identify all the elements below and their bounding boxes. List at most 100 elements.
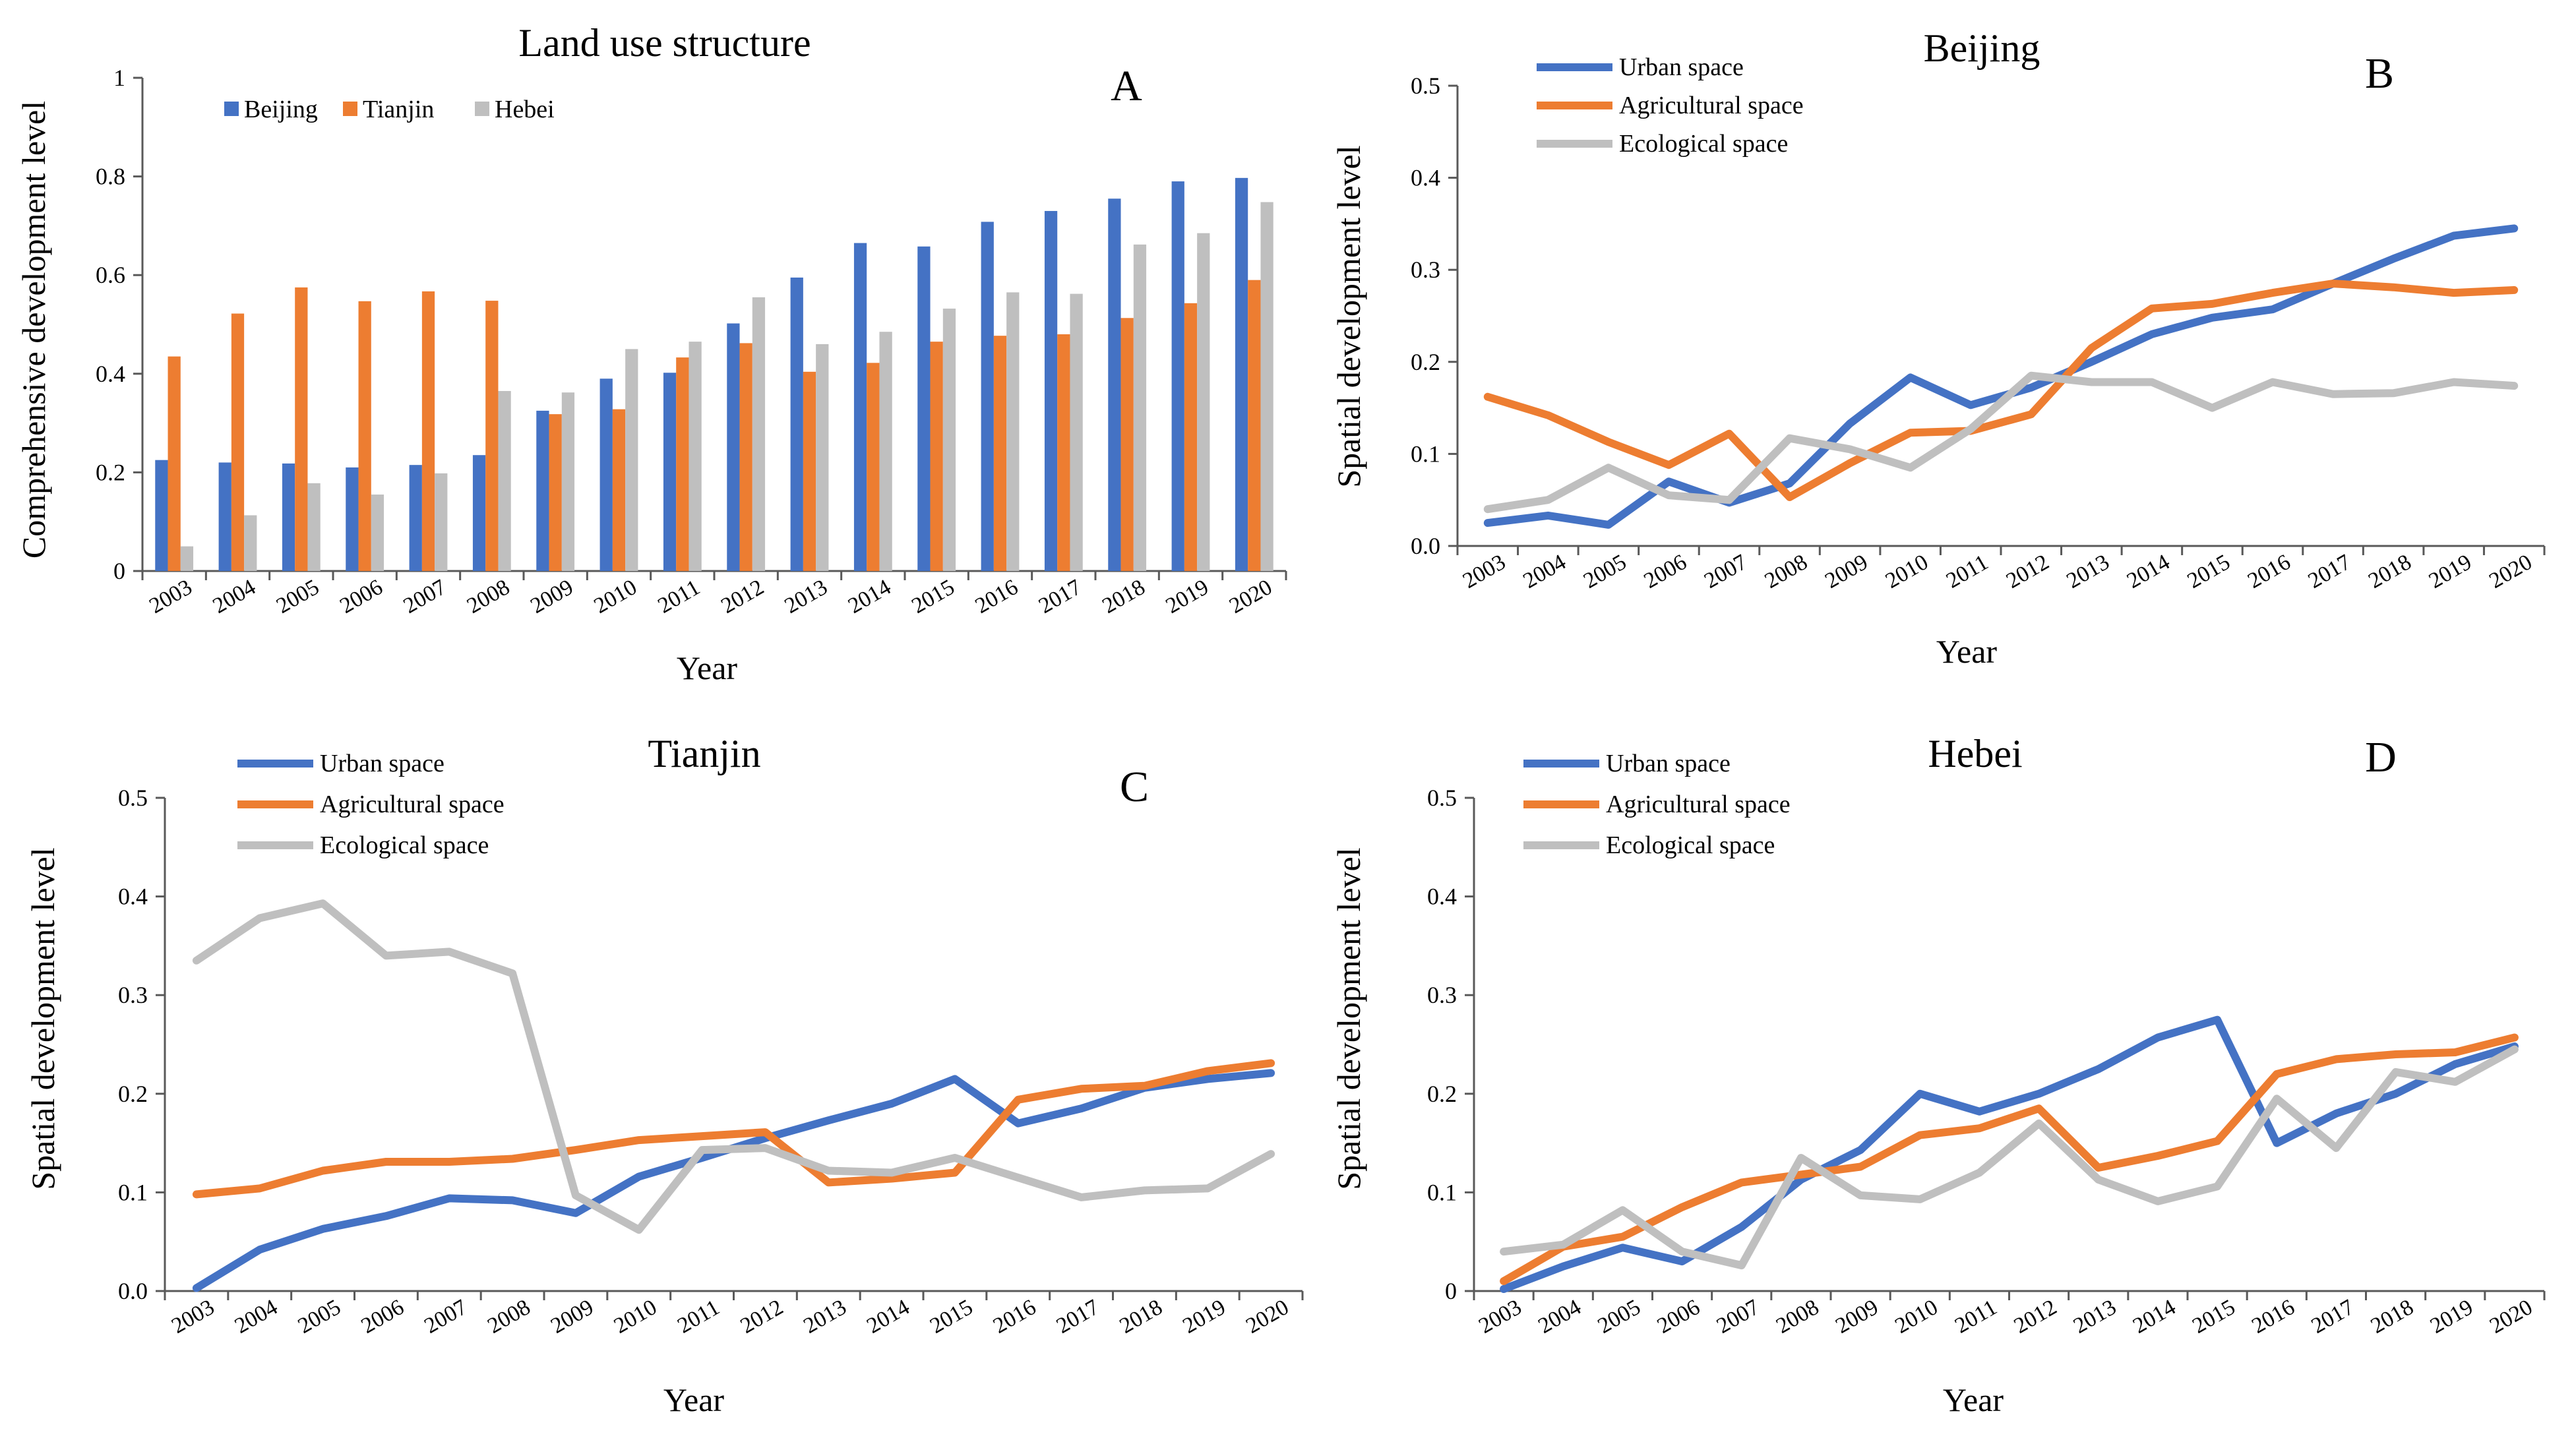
data-point-urban-space-2015 (2216, 1019, 2219, 1021)
legend-label: Agricultural space (1606, 791, 1791, 818)
x-tick-label: 2011 (673, 1295, 723, 1338)
data-point-agricultural-space-2020 (1270, 1062, 1272, 1064)
data-point-ecological-space-2015 (954, 1157, 956, 1159)
data-point-ecological-space-2003 (195, 959, 198, 962)
data-point-urban-space-2003 (1487, 522, 1489, 524)
x-tick-label: 2009 (526, 575, 577, 618)
data-point-ecological-space-2017 (2335, 1147, 2337, 1149)
data-point-ecological-space-2011 (1978, 1171, 1980, 1174)
data-point-urban-space-2012 (2038, 1093, 2040, 1095)
data-point-agricultural-space-2018 (2395, 1053, 2397, 1056)
bar-tianjin-2008 (485, 301, 499, 571)
data-point-agricultural-space-2017 (2335, 1058, 2337, 1060)
data-point-ecological-space-2005 (1621, 1209, 1624, 1211)
x-tick-label: 2008 (483, 1295, 534, 1339)
bar-hebei-2007 (435, 473, 448, 571)
panel-c: Tianjin C 0.0 0.1 0.2 0.3 0.4 0.5 2003 2004 2005 20… (24, 732, 1304, 1418)
data-point-ecological-space-2005 (322, 902, 324, 905)
data-point-urban-space-2008 (1789, 482, 1791, 485)
x-tick-label: 2014 (844, 575, 895, 618)
bar-tianjin-2016 (993, 336, 1007, 571)
data-point-agricultural-space-2019 (2453, 291, 2455, 294)
data-point-ecological-space-2012 (764, 1147, 766, 1149)
x-tick-label: 2003 (168, 1295, 218, 1339)
data-point-agricultural-space-2016 (2275, 1073, 2278, 1075)
x-tick-label: 2010 (590, 575, 641, 618)
bar-hebei-2011 (689, 342, 702, 571)
legend-label: Urban space (320, 750, 445, 777)
data-point-agricultural-space-2008 (1800, 1173, 1802, 1176)
data-point-ecological-space-2017 (1080, 1196, 1083, 1199)
data-point-urban-space-2003 (195, 1287, 198, 1290)
data-point-urban-space-2010 (1918, 1093, 1921, 1095)
data-point-urban-space-2009 (574, 1212, 577, 1215)
x-tick-label: 2010 (1882, 550, 1932, 593)
legend-label: Ecological space (1619, 130, 1788, 158)
x-tick-label: 2016 (989, 1295, 1040, 1339)
data-point-ecological-space-2013 (827, 1169, 830, 1172)
data-point-ecological-space-2020 (1270, 1153, 1272, 1155)
y-tick-label: 0.3 (1411, 256, 1440, 283)
legend-swatch (475, 102, 489, 116)
y-tick-label: 0.2 (1411, 349, 1440, 375)
x-tick-label: 2006 (1640, 550, 1690, 593)
x-tick-label: 2018 (2367, 1295, 2418, 1339)
data-point-urban-space-2009 (1849, 422, 1851, 425)
legend-label: Beijing (244, 96, 318, 123)
data-point-agricultural-space-2015 (954, 1171, 956, 1174)
data-point-ecological-space-2004 (1547, 498, 1549, 501)
data-point-agricultural-space-2014 (890, 1177, 893, 1180)
data-point-ecological-space-2020 (2513, 384, 2515, 387)
data-point-agricultural-space-2018 (1143, 1085, 1146, 1087)
x-tick-label: 2020 (1242, 1295, 1293, 1339)
y-tick-label: 0.4 (118, 884, 148, 910)
data-point-agricultural-space-2014 (2157, 1155, 2159, 1157)
bar-hebei-2014 (879, 332, 892, 571)
data-point-agricultural-space-2010 (1909, 431, 1912, 434)
series-line-urban-space (1500, 1015, 2519, 1293)
bar-beijing-2007 (409, 465, 422, 571)
data-point-agricultural-space-2016 (2271, 291, 2274, 294)
x-tick-label: 2016 (2248, 1295, 2298, 1339)
data-point-urban-space-2020 (1270, 1071, 1272, 1074)
series-line-ecological-space (1483, 371, 2519, 514)
data-point-urban-space-2014 (890, 1102, 893, 1105)
data-point-agricultural-space-2015 (2211, 303, 2213, 305)
data-point-agricultural-space-2012 (764, 1131, 766, 1133)
data-point-ecological-space-2004 (259, 917, 261, 920)
x-tick-label: 2018 (1098, 575, 1149, 618)
bar-tianjin-2014 (867, 363, 880, 571)
y-tick-label: 0.3 (1427, 982, 1457, 1008)
x-tick-label: 2019 (2426, 1295, 2477, 1339)
legend-label: Urban space (1606, 750, 1731, 777)
y-axis-label: Comprehensive development level (15, 101, 52, 558)
series-line-urban-space (192, 1069, 1275, 1292)
x-tick-label: 2005 (294, 1295, 345, 1339)
bar-hebei-2005 (307, 483, 321, 571)
x-tick-label: 2003 (1459, 550, 1510, 593)
data-point-agricultural-space-2007 (1740, 1181, 1743, 1184)
legend-swatch (343, 102, 357, 116)
data-point-agricultural-space-2010 (1918, 1134, 1921, 1137)
x-tick-label: 2011 (1942, 550, 1992, 593)
bar-hebei-2004 (244, 515, 257, 571)
x-tick-label: 2012 (2002, 550, 2053, 593)
data-point-urban-space-2017 (2335, 1112, 2337, 1115)
x-tick-label: 2007 (400, 575, 450, 618)
legend-label: Urban space (1619, 53, 1744, 81)
data-point-ecological-space-2004 (1562, 1244, 1564, 1246)
bar-hebei-2015 (942, 309, 956, 571)
x-tick-label: 2015 (926, 1295, 977, 1339)
data-point-agricultural-space-2009 (574, 1149, 577, 1151)
data-point-agricultural-space-2019 (1206, 1069, 1209, 1072)
data-point-urban-space-2014 (2157, 1037, 2159, 1039)
bar-tianjin-2005 (295, 287, 308, 571)
series-line-ecological-space (192, 899, 1275, 1234)
data-point-ecological-space-2014 (890, 1171, 893, 1174)
legend-label: Ecological space (320, 831, 489, 859)
data-point-urban-space-2004 (259, 1248, 261, 1251)
x-tick-label: 2005 (1579, 550, 1630, 593)
panel-letter: C (1120, 763, 1149, 811)
bar-tianjin-2013 (803, 371, 816, 571)
y-tick-label: 0 (1445, 1278, 1457, 1304)
